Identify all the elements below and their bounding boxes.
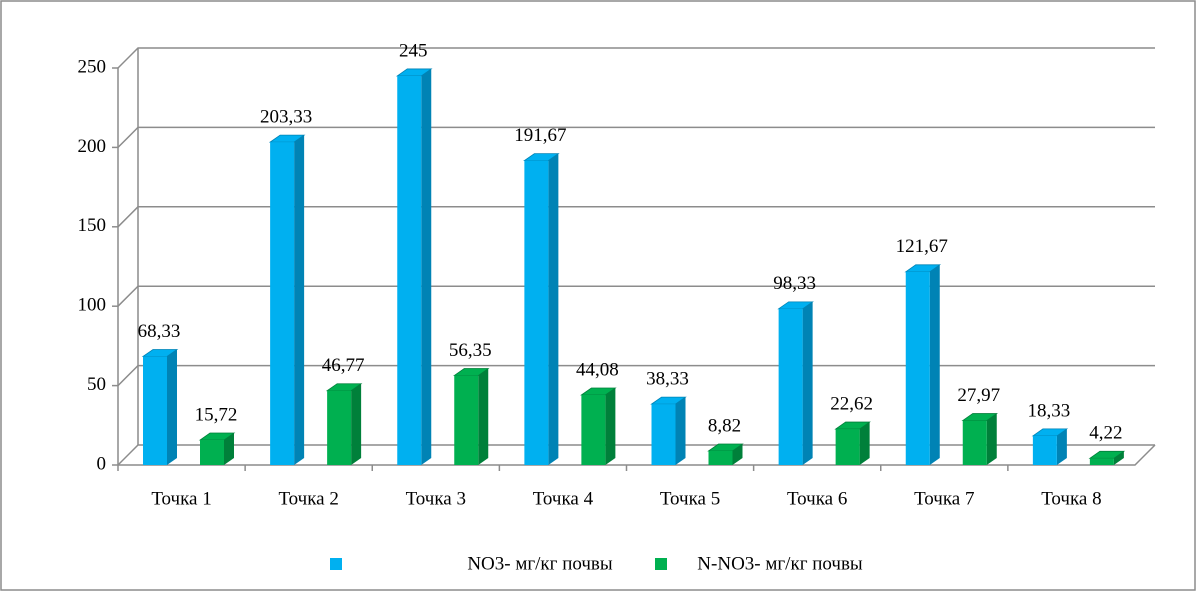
data-label: 68,33	[138, 321, 181, 342]
data-label: 22,62	[830, 393, 873, 414]
y-tick-label: 100	[78, 295, 107, 316]
data-label: 27,97	[957, 385, 1000, 406]
bar-side	[986, 413, 997, 465]
bar-side	[802, 301, 813, 465]
bar	[143, 356, 167, 465]
bar	[651, 404, 676, 465]
data-label: 245	[399, 40, 428, 61]
bar	[778, 308, 803, 465]
bar-side	[1056, 428, 1067, 465]
bar-side	[294, 135, 305, 466]
data-label: 203,33	[260, 106, 312, 127]
bar-side	[478, 368, 489, 465]
x-tick-label: Точка 7	[914, 488, 974, 509]
bar-side	[167, 349, 177, 465]
bar	[1089, 458, 1114, 465]
bar	[397, 75, 422, 465]
grid-line	[117, 444, 1155, 466]
y-tick-label: 200	[78, 136, 107, 157]
legend-swatch	[655, 558, 667, 570]
x-tick-label: Точка 8	[1041, 488, 1101, 509]
x-tick-label: Точка 1	[151, 488, 211, 509]
bar	[524, 160, 549, 465]
bar-side	[548, 153, 559, 465]
grid-line	[117, 47, 1155, 69]
data-label: 121,67	[896, 236, 948, 257]
bar	[454, 375, 479, 465]
legend-label: NO3- мг/кг почвы	[467, 553, 613, 574]
y-tick-label: 250	[78, 56, 107, 77]
bar	[1032, 435, 1057, 465]
data-label: 56,35	[449, 340, 492, 361]
x-tick-label: Точка 3	[406, 488, 466, 509]
data-label: 15,72	[195, 404, 238, 425]
legend-swatch	[330, 558, 342, 570]
bar-side	[224, 433, 234, 465]
grid-line	[117, 206, 1155, 228]
data-label: 98,33	[773, 273, 816, 294]
y-tick-label: 50	[87, 374, 106, 395]
y-tick-label: 150	[78, 215, 107, 236]
data-label: 191,67	[514, 125, 566, 146]
data-label: 46,77	[322, 355, 365, 376]
x-tick-label: Точка 5	[660, 488, 720, 509]
legend-label: N-NO3- мг/кг почвы	[697, 553, 863, 574]
bar	[270, 142, 295, 466]
data-label: 18,33	[1028, 400, 1071, 421]
data-label: 44,08	[576, 359, 619, 380]
bar-side	[421, 68, 432, 465]
bar	[327, 390, 352, 465]
x-tick-label: Точка 2	[279, 488, 339, 509]
grid-line	[117, 126, 1155, 148]
y-tick-label: 0	[97, 453, 107, 474]
data-label: 4,22	[1089, 423, 1122, 444]
bar-side	[859, 422, 870, 465]
data-label: 8,82	[708, 415, 741, 436]
data-label: 38,33	[646, 368, 689, 389]
x-tick-label: Точка 6	[787, 488, 847, 509]
bar-side	[675, 397, 686, 465]
grid-line	[117, 364, 1155, 387]
bar	[200, 440, 224, 465]
bar	[905, 271, 930, 465]
x-tick-label: Точка 4	[533, 488, 594, 509]
bar-side	[1113, 451, 1124, 465]
bar	[962, 420, 987, 465]
grid-line	[117, 285, 1155, 307]
bar	[708, 450, 733, 465]
bar-side	[351, 383, 362, 465]
bar-side	[605, 388, 616, 465]
bar-side	[929, 264, 940, 465]
bar	[581, 395, 606, 465]
bar	[835, 429, 860, 465]
